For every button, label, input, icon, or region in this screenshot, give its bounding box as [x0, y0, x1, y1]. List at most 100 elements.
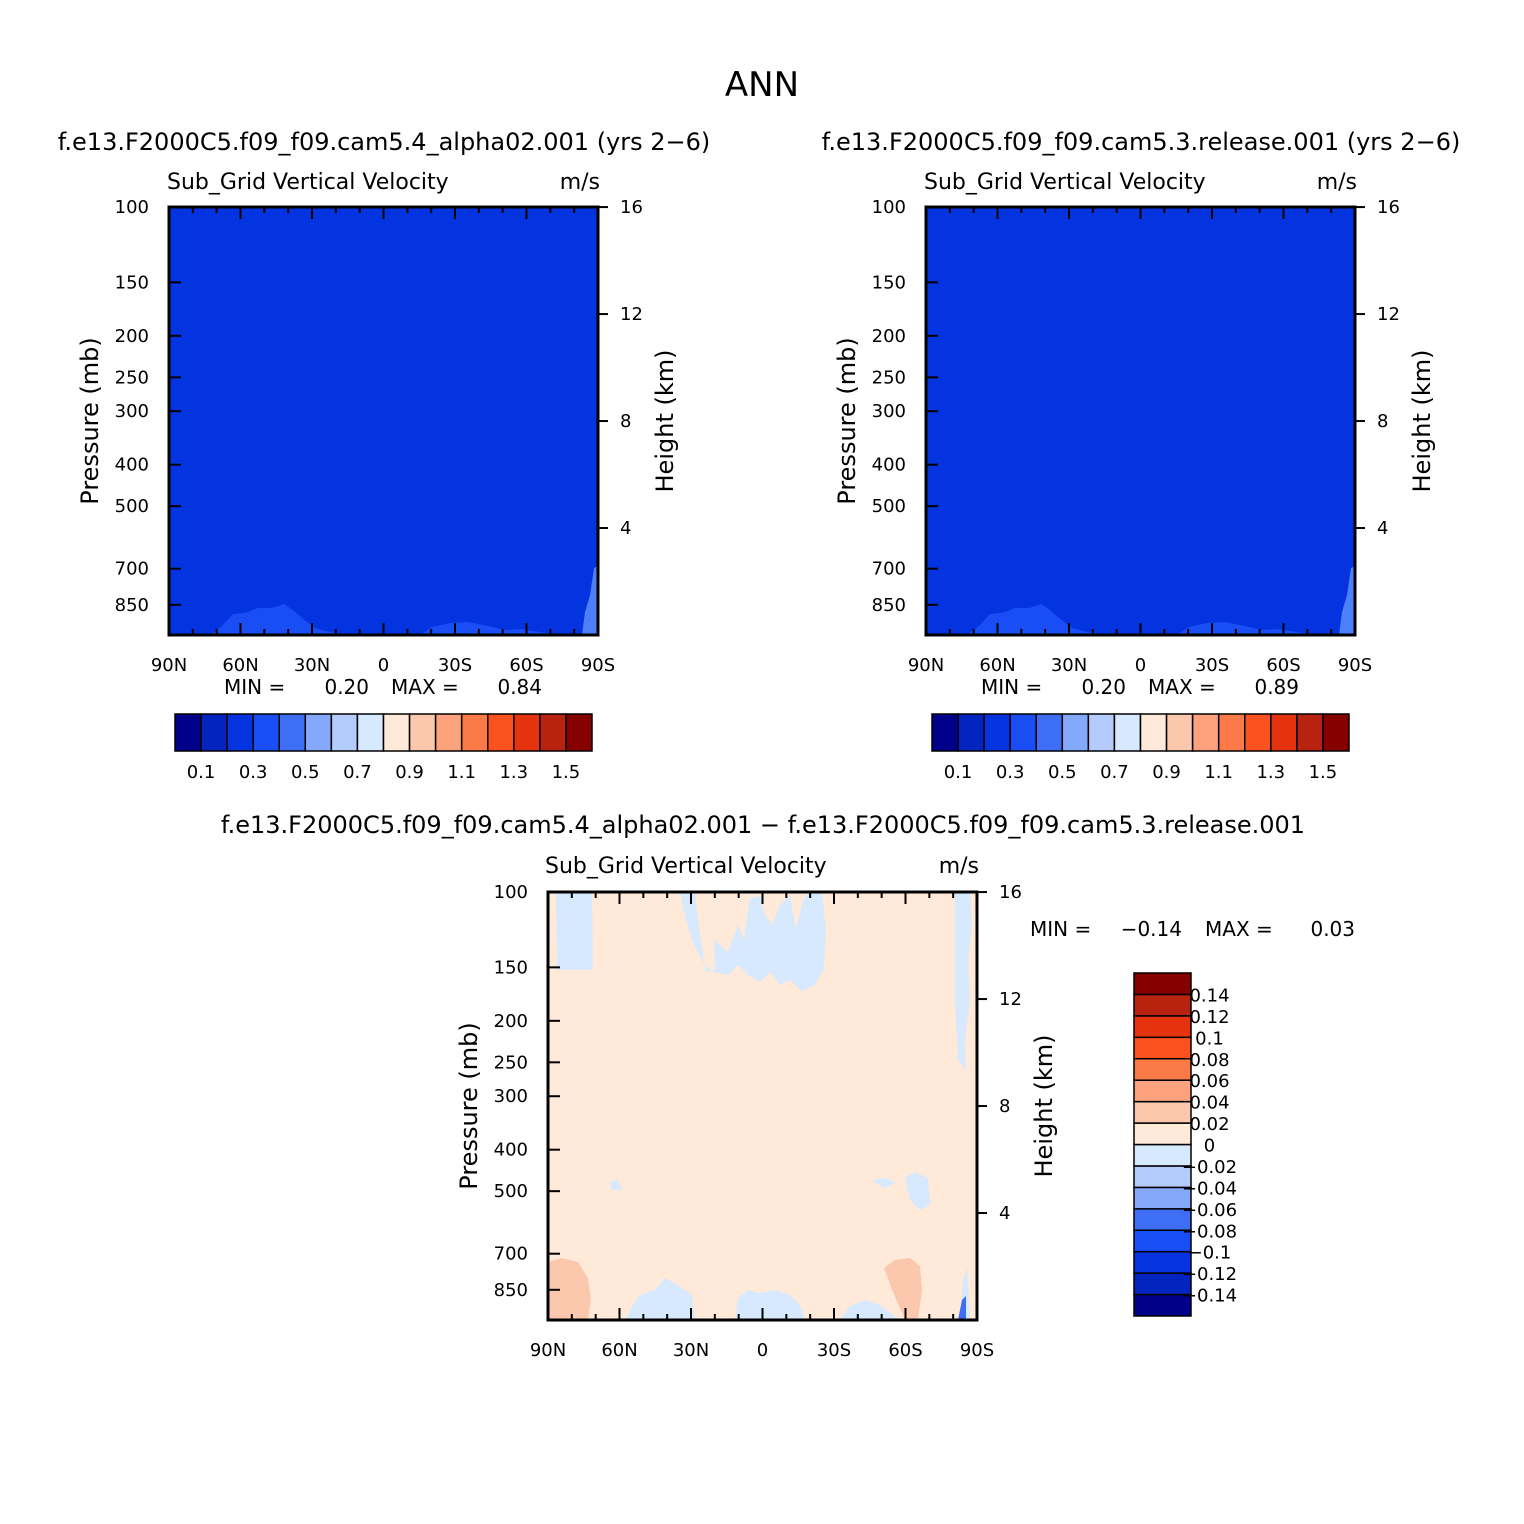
colorbar-box	[1133, 1015, 1192, 1039]
y2-tick-label: 16	[999, 882, 1022, 903]
colorbar-label: −0.14	[1182, 1286, 1237, 1307]
colorbar-box	[1191, 713, 1220, 752]
colorbar-label: 1.3	[499, 762, 528, 783]
contour-low-band-north	[926, 604, 1107, 635]
x-tick-label: 60N	[601, 1340, 637, 1361]
y-tick-label: 200	[872, 326, 906, 347]
colorbar-box	[1322, 713, 1350, 752]
colorbar-label: 0.1	[187, 762, 216, 783]
max-label: MAX =	[391, 675, 459, 699]
y-axis-label: Pressure (mb)	[833, 337, 861, 504]
colorbar-box	[931, 713, 959, 752]
y-tick-label: 700	[494, 1244, 528, 1265]
y-tick-label: 250	[115, 367, 149, 388]
y-tick-label: 300	[494, 1086, 528, 1107]
panel-header: f.e13.F2000C5.f09_f09.cam5.4_alpha02.001…	[58, 128, 711, 156]
plot-title: Sub_Grid Vertical Velocity	[545, 854, 827, 879]
colorbar-label: 0.12	[1189, 1007, 1229, 1028]
colorbar-label: 0.3	[239, 762, 268, 783]
contour-blue-lower-north	[626, 1278, 695, 1320]
y2-tick-label: 8	[999, 1096, 1010, 1117]
x-tick-label: 60S	[888, 1340, 922, 1361]
contour-blue-mid-dot	[610, 1180, 622, 1190]
x-tick-label: 60S	[509, 655, 543, 676]
colorbar-box	[1133, 972, 1192, 996]
y-tick-label: 500	[872, 496, 906, 517]
colorbar-box	[356, 713, 385, 752]
colorbar-label: −0.12	[1182, 1264, 1237, 1285]
y-tick-label: 400	[494, 1140, 528, 1161]
colorbar-box	[1009, 713, 1037, 752]
y-tick-label: 100	[872, 197, 906, 218]
x-tick-label: 30N	[1051, 655, 1087, 676]
colorbar-box	[408, 713, 437, 752]
x-tick-label: 90N	[151, 655, 187, 676]
colorbar-box	[1133, 1079, 1192, 1103]
x-tick-label: 30N	[294, 655, 330, 676]
min-label: MIN =	[224, 675, 285, 699]
colorbar-box	[278, 713, 307, 752]
colorbar-box	[1061, 713, 1090, 752]
contour-blue-upper-north	[556, 892, 593, 970]
colorbar-label: 1.1	[1204, 762, 1233, 783]
y-tick-label: 850	[872, 595, 906, 616]
colorbar-label: 0.7	[343, 762, 372, 783]
contour-field	[169, 207, 598, 635]
min-value: −0.14	[1121, 917, 1182, 941]
plot-units: m/s	[1317, 170, 1357, 195]
contour-blue-upper-south	[955, 892, 972, 1070]
min-value: 0.20	[1081, 675, 1126, 699]
contour-low-band-north	[169, 604, 350, 635]
contour-blue-upper-mid	[680, 892, 826, 991]
x-tick-label: 30S	[1195, 655, 1229, 676]
colorbar-box	[983, 713, 1011, 752]
y-tick-label: 250	[872, 367, 906, 388]
y-tick-label: 100	[494, 882, 528, 903]
y2-axis-label: Height (km)	[1408, 350, 1436, 493]
plot-units: m/s	[560, 170, 600, 195]
x-tick-label: 0	[1135, 655, 1146, 676]
colorbar-box	[487, 713, 515, 752]
panel-release: f.e13.F2000C5.f09_f09.cam5.3.release.001…	[822, 128, 1461, 783]
contour-field	[548, 892, 977, 1320]
x-tick-label: 30N	[673, 1340, 709, 1361]
contour-base	[926, 207, 1355, 635]
panel-difference: f.e13.F2000C5.f09_f09.cam5.4_alpha02.001…	[221, 811, 1355, 1361]
colorbar-box	[1133, 1058, 1192, 1081]
colorbar-label: 1.5	[552, 762, 581, 783]
colorbar-label: −0.06	[1182, 1200, 1237, 1221]
plot-title: Sub_Grid Vertical Velocity	[924, 170, 1206, 195]
x-tick-label: 30S	[438, 655, 472, 676]
y-tick-label: 850	[115, 595, 149, 616]
contour-orange-north	[548, 1258, 591, 1320]
colorbar-box	[434, 713, 463, 752]
contour-south-edge	[1339, 566, 1355, 635]
y-tick-label: 700	[872, 559, 906, 580]
y2-tick-label: 16	[1377, 197, 1400, 218]
contour-blue-mid-sliver	[872, 1178, 896, 1188]
y-tick-label: 500	[115, 496, 149, 517]
page-title: ANN	[725, 65, 799, 105]
y-tick-label: 700	[115, 559, 149, 580]
colorbar-label: 0.1	[944, 762, 973, 783]
colorbar-box	[1133, 993, 1192, 1017]
colorbar-label: 0.1	[1195, 1028, 1224, 1049]
colorbar-box	[1133, 1036, 1192, 1060]
y-tick-label: 150	[115, 272, 149, 293]
y-tick-label: 150	[872, 272, 906, 293]
colorbar-label: −0.08	[1182, 1221, 1237, 1242]
colorbar-label: 1.5	[1309, 762, 1338, 783]
y-tick-label: 250	[494, 1052, 528, 1073]
colorbar-label: 0.3	[996, 762, 1025, 783]
colorbar-box	[957, 713, 985, 752]
x-tick-label: 0	[757, 1340, 768, 1361]
colorbar-label: 0.04	[1189, 1093, 1229, 1114]
max-label: MAX =	[1148, 675, 1216, 699]
colorbar-box	[174, 713, 202, 752]
colorbar-label: 0.7	[1100, 762, 1129, 783]
colorbar-box	[1244, 713, 1272, 752]
y2-tick-label: 12	[1377, 304, 1400, 325]
y-tick-label: 850	[494, 1280, 528, 1301]
max-value: 0.84	[497, 675, 542, 699]
colorbar-label: 0.14	[1189, 985, 1229, 1006]
